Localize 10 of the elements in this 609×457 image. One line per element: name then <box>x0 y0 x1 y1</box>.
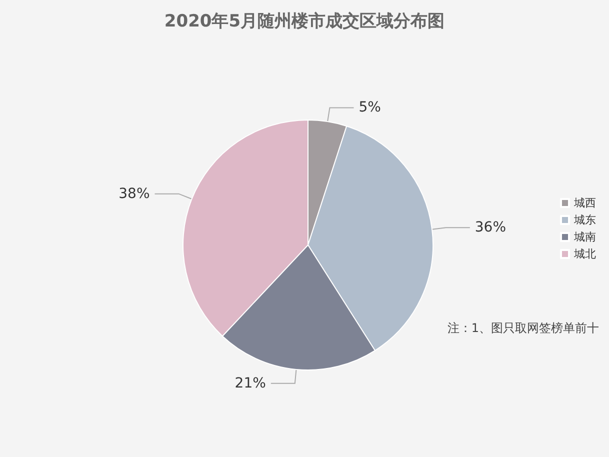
text: 注：1、图只取网签榜单前十 <box>447 321 600 335</box>
data-label: 21% <box>234 375 266 392</box>
data-label: 36% <box>474 220 506 236</box>
legend-label: 城北 <box>573 248 596 260</box>
chart-title: 2020年5月随州楼市成交区域分布图 <box>164 12 445 32</box>
data-label: 5% <box>358 100 381 116</box>
legend-label: 城东 <box>573 214 596 226</box>
legend-label: 城西 <box>573 196 596 210</box>
legend-label: 城南 <box>573 230 596 244</box>
data-label: 38% <box>118 186 150 202</box>
